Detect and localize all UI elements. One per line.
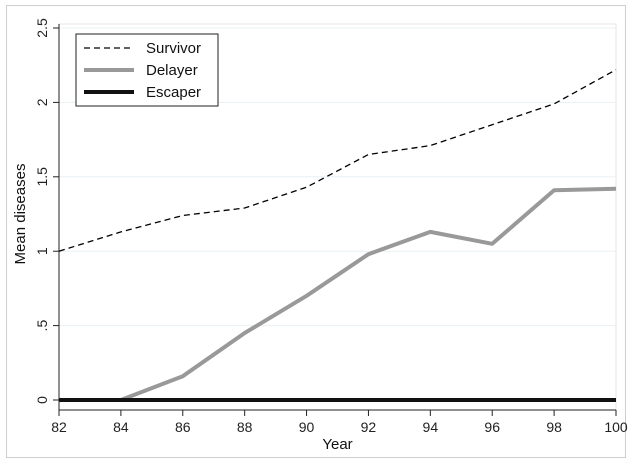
y-tick-label: 0 [34, 396, 50, 404]
axes: 0 .5 1 1.5 2 2.5 82 84 86 88 90 92 94 96 98 100 [34, 18, 628, 435]
y-tick-label: 1.5 [34, 167, 50, 187]
x-tick-label: 90 [299, 419, 315, 435]
y-axis-title: Mean diseases [12, 164, 29, 265]
x-tick-label: 92 [361, 419, 377, 435]
y-tick-label: .5 [34, 320, 50, 332]
legend-label-delayer: Delayer [146, 62, 198, 79]
legend-label-escaper: Escaper [146, 84, 201, 101]
legend-label-survivor: Survivor [146, 40, 201, 57]
legend: Survivor Delayer Escaper [75, 33, 219, 107]
series-lines [58, 69, 617, 402]
x-tick-label: 96 [484, 419, 500, 435]
x-tick-label: 100 [604, 419, 628, 435]
y-tick-label: 2 [34, 98, 50, 106]
x-tick-label: 82 [51, 419, 67, 435]
x-tick-label: 88 [237, 419, 253, 435]
x-axis-title: Year [322, 436, 352, 453]
x-tick-label: 94 [423, 419, 439, 435]
y-tick-label: 1 [34, 247, 50, 255]
x-tick-label: 84 [113, 419, 129, 435]
x-tick-label: 86 [175, 419, 191, 435]
chart-frame [6, 5, 626, 458]
series-line-delayer [120, 186, 617, 402]
series-line-survivor [58, 69, 617, 252]
x-tick-label: 98 [546, 419, 562, 435]
y-tick-label: 2.5 [34, 18, 50, 38]
